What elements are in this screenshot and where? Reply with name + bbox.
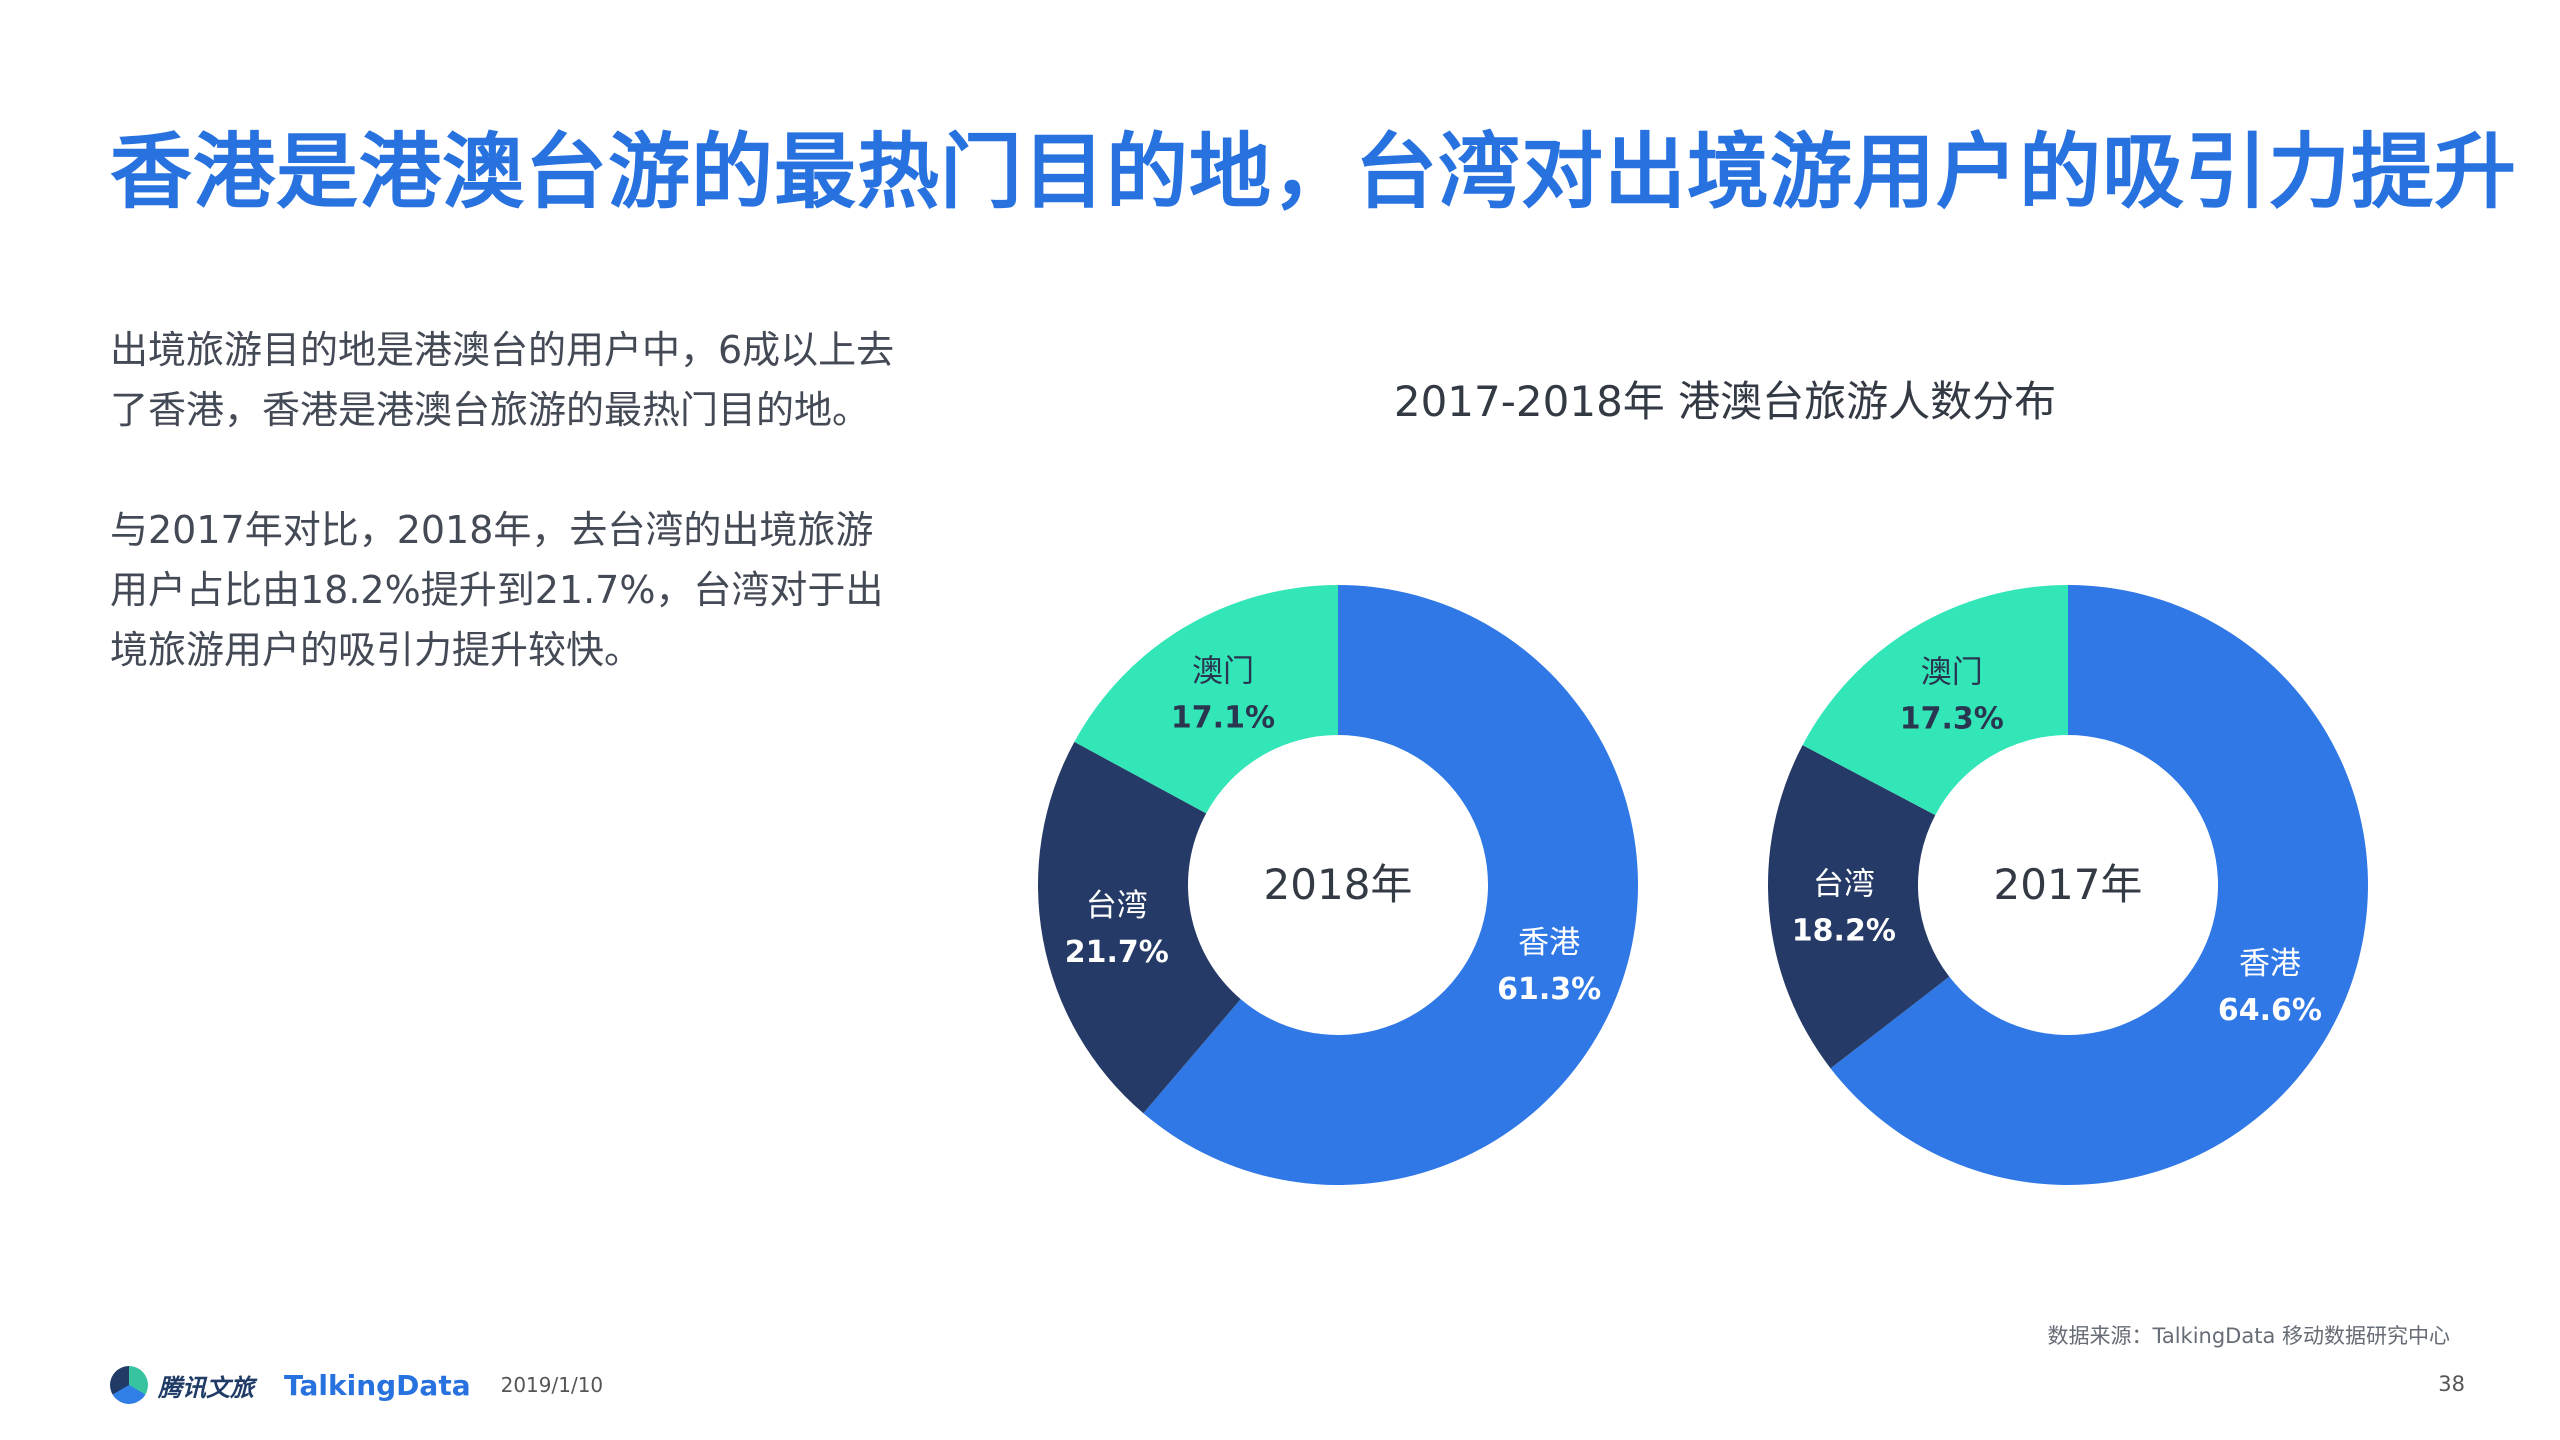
paragraph-2: 与2017年对比，2018年，去台湾的出境旅游用户占比由18.2%提升到21.7… [110,508,884,672]
slice-label-0-1: 台湾 [1086,888,1148,924]
footer-brand: 腾讯文旅 TalkingData 2019/1/10 [110,1360,603,1410]
page-number: 38 [2438,1372,2465,1396]
slice-0-0 [1143,585,1639,1185]
data-source: 数据来源：TalkingData 移动数据研究中心 [2047,1324,2450,1348]
description-text: 出境旅游目的地是港澳台的用户中，6成以上去了香港，香港是港澳台旅游的最热门目的地… [110,320,900,740]
brand-talkingdata: TalkingData [284,1368,471,1402]
slice-1-0 [1830,585,2368,1185]
slice-0-1 [1038,741,1241,1114]
chart-title: 2017-2018年 港澳台旅游人数分布 [1393,377,2057,426]
slice-0-2 [1074,585,1338,814]
slice-value-0-0: 61.3% [1497,972,1601,1007]
slice-label-1-0: 香港 [2239,946,2301,982]
brand-tencent: 腾讯文旅 [158,1373,254,1402]
slice-label-1-1: 台湾 [1813,866,1875,902]
center-label-0: 2018年 [1264,860,1413,909]
paragraph-1: 出境旅游目的地是港澳台的用户中，6成以上去了香港，香港是港澳台旅游的最热门目的地… [110,328,895,432]
footer-date: 2019/1/10 [500,1373,604,1397]
slice-1-2 [1802,585,2068,816]
slice-value-0-2: 17.1% [1171,701,1275,736]
slice-label-0-2: 澳门 [1192,654,1254,690]
slice-value-0-1: 21.7% [1065,935,1169,970]
slice-1-1 [1768,745,1950,1069]
logo-icon [110,1366,148,1404]
slice-label-1-2: 澳门 [1921,654,1983,690]
center-label-1: 2017年 [1994,860,2143,909]
slice-value-1-2: 17.3% [1900,701,2004,736]
slice-value-1-1: 18.2% [1792,913,1896,948]
slice-label-0-0: 香港 [1518,925,1580,961]
slice-value-1-0: 64.6% [2218,993,2322,1028]
page-headline: 香港是港澳台游的最热门目的地，台湾对出境游用户的吸引力提升 [110,125,2518,220]
